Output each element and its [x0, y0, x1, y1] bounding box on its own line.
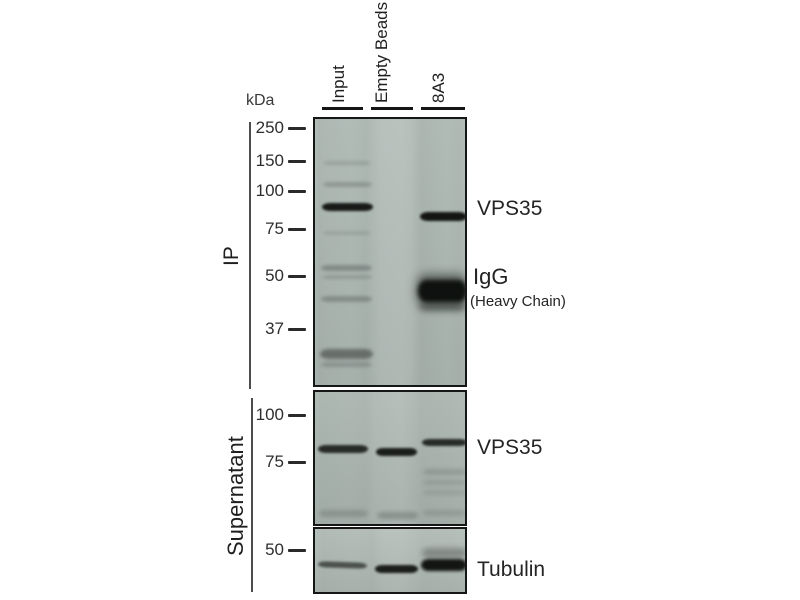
- blot-band: [319, 510, 368, 517]
- marker-tick: [288, 190, 306, 193]
- band-annotation-vps35: VPS35: [477, 197, 543, 220]
- group-bracket-line: [249, 122, 251, 389]
- marker-label-50: 50: [265, 540, 284, 559]
- blot-band: [422, 548, 465, 558]
- band-annotation-tubulin: Tubulin: [477, 558, 546, 581]
- blot-band: [317, 561, 368, 569]
- marker-tick: [288, 461, 306, 464]
- blot-band: [321, 265, 372, 271]
- marker-label-100: 100: [255, 405, 284, 424]
- blot-band: [418, 280, 465, 302]
- blot-band: [322, 203, 373, 211]
- blot-band: [376, 448, 417, 456]
- blot-band: [375, 565, 418, 573]
- blot-band: [423, 480, 465, 485]
- blot-band: [320, 349, 373, 359]
- lane-underline: [322, 107, 363, 110]
- marker-label-250: 250: [255, 118, 284, 137]
- blot-band: [420, 212, 465, 221]
- group-label-ip: IP: [220, 246, 243, 266]
- blot-band: [323, 182, 372, 187]
- marker-tick: [288, 328, 306, 331]
- blot-band: [421, 559, 465, 571]
- marker-tick: [288, 228, 306, 231]
- blot-band: [423, 510, 465, 516]
- group-bracket-line: [251, 398, 253, 592]
- lane-label-8a3: 8A3: [429, 72, 448, 103]
- band-annotation-vps35: VPS35: [477, 436, 543, 459]
- blot-band: [377, 512, 418, 519]
- blot-panel-supernatant-vps35-blot: [313, 390, 467, 526]
- marker-label-100: 100: [255, 181, 284, 200]
- blot-band: [422, 439, 465, 446]
- kda-unit-label: kDa: [246, 92, 275, 109]
- blot-band: [423, 490, 465, 495]
- marker-tick: [288, 414, 306, 417]
- marker-label-150: 150: [255, 151, 284, 170]
- lane-underline: [421, 107, 465, 110]
- blot-band: [321, 362, 372, 367]
- marker-label-37: 37: [265, 319, 284, 338]
- blot-band: [323, 161, 371, 165]
- lane-underline: [371, 107, 413, 110]
- band-annotation--heavy-chain-: (Heavy Chain): [470, 293, 566, 310]
- band-annotation-igg: IgG: [473, 264, 509, 289]
- marker-tick: [288, 549, 306, 552]
- marker-label-75: 75: [265, 452, 284, 471]
- blot-panel-ip-blot: [313, 117, 467, 387]
- marker-label-50: 50: [265, 266, 284, 285]
- marker-tick: [288, 275, 306, 278]
- blot-band: [419, 303, 465, 311]
- blot-band: [322, 275, 372, 279]
- blot-band: [321, 296, 372, 302]
- blot-band: [323, 231, 371, 235]
- blot-panel-supernatant-tubulin-blot: [313, 527, 467, 594]
- marker-label-75: 75: [265, 219, 284, 238]
- lane-label-input: Input: [329, 65, 348, 103]
- marker-tick: [288, 160, 306, 163]
- marker-tick: [288, 127, 306, 130]
- lane-label-empty-beads: Empty Beads: [372, 1, 391, 103]
- blot-band: [318, 445, 368, 453]
- blot-band: [423, 469, 465, 475]
